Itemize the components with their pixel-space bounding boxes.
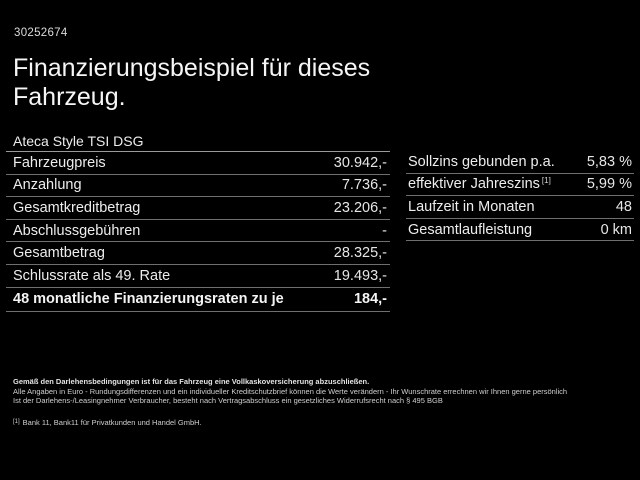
table-row-anzahlung: Anzahlung 7.736,- [6, 175, 390, 198]
row-label: Fahrzeugpreis [13, 154, 106, 171]
disclaimer-insurance-line: Gemäß den Darlehensbedingungen ist für d… [13, 377, 370, 386]
table-row-monatsrate: 48 monatliche Finanzierungsraten zu je 1… [6, 288, 390, 313]
bank-footnote: [1] Bank 11, Bank11 für Privatkunden und … [13, 418, 637, 428]
offer-reference-number: 30252674 [14, 27, 68, 39]
disclaimer-rounding-line: Alle Angaben in Euro - Rundungsdifferenz… [13, 386, 568, 396]
vehicle-model-label: Ateca Style TSI DSG [13, 133, 144, 149]
table-row-sollzins: Sollzins gebunden p.a. 5,83 % [406, 151, 634, 174]
footnote-text: Bank 11, Bank11 für Privatkunden und Han… [22, 417, 202, 427]
row-value: - [382, 222, 387, 239]
row-label: Laufzeit in Monaten [408, 198, 535, 215]
row-value: 7.736,- [341, 177, 387, 194]
table-row-fahrzeugpreis: Fahrzeugpreis 30.942,- [6, 152, 390, 175]
page-title-line1: Finanzierungsbeispiel für dieses [13, 54, 371, 82]
row-value: 30.942,- [333, 154, 387, 171]
footnote-reference-mark: [1] [541, 176, 551, 186]
row-label: Sollzins gebunden p.a. [408, 153, 555, 170]
table-row-gesamtlaufleistung: Gesamtlaufleistung 0 km [406, 219, 634, 242]
row-label: Gesamtbetrag [13, 245, 105, 262]
page-title: Finanzierungsbeispiel für dieses Fahrzeu… [13, 54, 370, 112]
table-row-abschlussgebuehren: Abschlussgebühren - [6, 220, 390, 243]
row-value: 19.493,- [333, 267, 387, 284]
row-value: 5,99 % [586, 176, 632, 193]
table-row-gesamtkreditbetrag: Gesamtkreditbetrag 23.206,- [6, 197, 390, 220]
row-value: 0 km [600, 221, 632, 238]
row-label: effektiver Jahreszins [1] [408, 176, 551, 193]
row-value: 48 [615, 198, 632, 215]
footnote-marker: [1] [13, 418, 20, 425]
table-row-schlussrate: Schlussrate als 49. Rate 19.493,- [6, 265, 390, 288]
row-label: Abschlussgebühren [13, 222, 141, 239]
row-label: Gesamtkreditbetrag [13, 199, 141, 216]
table-row-gesamtbetrag: Gesamtbetrag 28.325,- [6, 242, 390, 265]
row-value: 184,- [353, 291, 387, 308]
row-label: Schlussrate als 49. Rate [13, 267, 171, 284]
row-value: 23.206,- [333, 199, 387, 216]
interest-terms-table: Sollzins gebunden p.a. 5,83 % effektiver… [406, 151, 634, 242]
row-label: 48 monatliche Finanzierungsraten zu je [13, 291, 284, 308]
table-row-effektiver-jahreszins: effektiver Jahreszins [1] 5,99 % [406, 174, 634, 197]
table-row-laufzeit: Laufzeit in Monaten 48 [406, 196, 634, 219]
legal-disclaimer: Gemäß den Darlehensbedingungen ist für d… [13, 377, 637, 427]
row-value: 5,83 % [586, 153, 632, 170]
financing-details-table: Fahrzeugpreis 30.942,- Anzahlung 7.736,-… [6, 151, 390, 313]
page-title-line2: Fahrzeug. [13, 83, 126, 111]
row-label: Anzahlung [13, 177, 82, 194]
row-value: 28.325,- [333, 245, 387, 262]
row-label: Gesamtlaufleistung [408, 221, 533, 238]
disclaimer-withdrawal-line: Ist der Darlehens-/Leasingnehmer Verbrau… [13, 396, 443, 406]
